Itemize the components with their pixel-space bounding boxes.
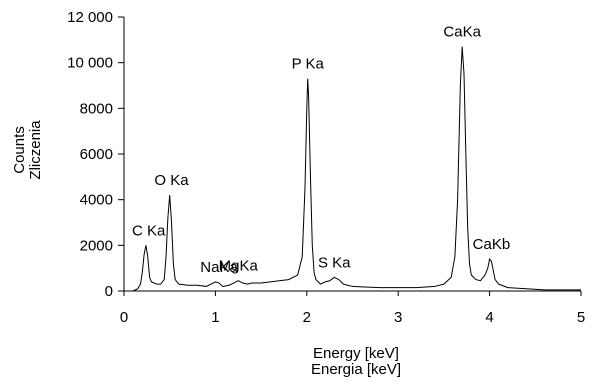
peak-label: MgKa: [219, 258, 259, 275]
x-tick-label: 3: [394, 309, 402, 326]
peak-label: O Ka: [154, 172, 189, 189]
y-tick-label: 10 000: [67, 55, 113, 72]
y-tick-label: 0: [105, 283, 113, 300]
x-axis-ticks: 0 1 2 3 4 5: [120, 291, 585, 326]
y-tick-label: 8000: [80, 100, 113, 117]
spectrum-line: [124, 46, 581, 292]
x-tick-label: 1: [211, 309, 219, 326]
axes: [123, 17, 581, 292]
y-tick-label: 6000: [80, 146, 113, 163]
peak-label: CaKb: [473, 236, 511, 253]
peak-label: S Ka: [318, 254, 351, 271]
x-axis-title-line-1: Energy [keV]: [313, 345, 399, 362]
peak-label: C Ka: [132, 222, 166, 239]
y-tick-label: 12 000: [67, 9, 113, 26]
x-tick-label: 2: [303, 309, 311, 326]
peak-label: P Ka: [292, 56, 325, 73]
y-axis-title-line-1: Counts: [11, 126, 28, 174]
x-tick-label: 0: [120, 309, 128, 326]
y-axis-title-line-2: Zliczenia: [27, 120, 44, 180]
x-tick-label: 4: [485, 309, 493, 326]
y-tick-label: 4000: [80, 192, 113, 209]
y-tick-label: 2000: [80, 237, 113, 254]
y-axis-ticks: 0 2000 4000 6000 8000 10 000 12 000: [67, 9, 124, 300]
peak-label: NaKa: [200, 259, 238, 276]
x-axis-title-line-2: Energia [keV]: [311, 361, 401, 378]
x-tick-label: 5: [577, 309, 585, 326]
peak-label: CaKa: [443, 24, 481, 41]
